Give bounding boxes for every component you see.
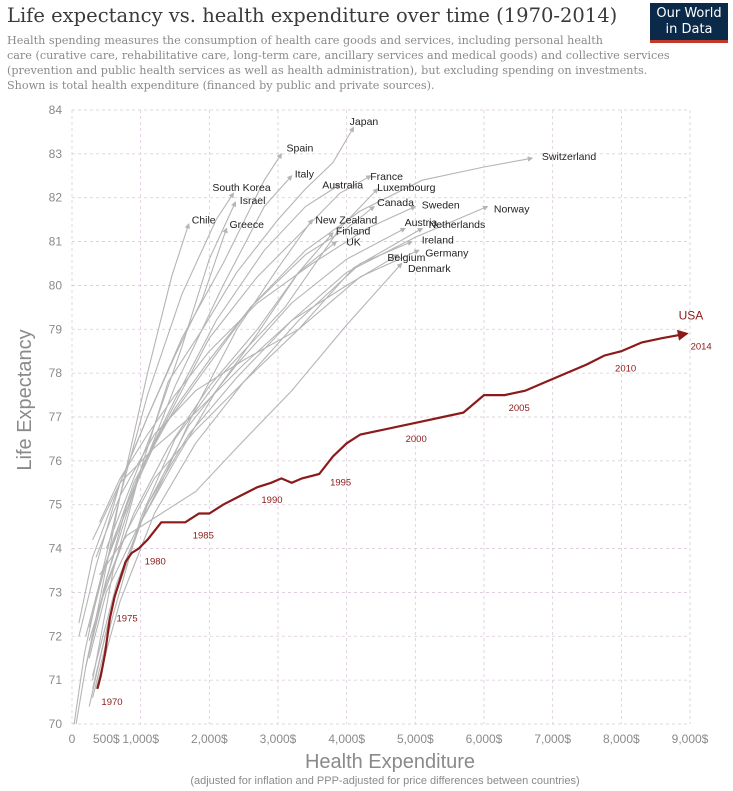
chart-subtitle: Health spending measures the consumption…: [7, 33, 670, 93]
country-label-denmark: Denmark: [408, 263, 451, 275]
subtitle-line: (prevention and public health services a…: [7, 64, 648, 77]
country-label-australia: Australia: [322, 180, 363, 192]
logo-line-2: in Data: [665, 22, 713, 37]
country-label-ireland: Ireland: [422, 234, 454, 246]
country-label-luxembourg: Luxembourg: [377, 182, 436, 194]
usa-year-label: 2014: [691, 342, 712, 353]
series-line-israel: [105, 201, 237, 549]
x-tick-label: 6,000$: [466, 732, 503, 746]
series-line-canada: [92, 205, 375, 611]
country-label-italy: Italy: [295, 169, 315, 181]
y-tick-label: 76: [49, 454, 63, 468]
series-line-japan: [87, 126, 355, 659]
country-label-uk: UK: [346, 237, 361, 249]
series-line-greece: [78, 227, 228, 624]
series-line-switzerland: [102, 156, 534, 593]
x-tick-label: 9,000$: [672, 732, 709, 746]
country-label-norway: Norway: [494, 204, 530, 216]
y-tick-label: 74: [49, 542, 63, 556]
x-tick-labels: 0 500$ 1,000$ 2,000$ 3,000$ 4,000$ 5,000$ 6,000…: [69, 732, 709, 746]
x-tick-label: 3,000$: [260, 732, 297, 746]
series-line-luxembourg: [92, 188, 379, 698]
y-tick-label: 84: [49, 103, 63, 117]
usa-year-label: 1995: [330, 478, 351, 489]
usa-label: USA: [679, 309, 704, 323]
x-tick-label: 1,000$: [122, 732, 159, 746]
y-tick-label: 72: [49, 629, 63, 643]
y-tick-label: 71: [49, 673, 63, 687]
y-tick-label: 83: [49, 147, 63, 161]
series-line-sweden: [99, 205, 417, 523]
country-label-france: France: [370, 171, 403, 183]
country-label-finland: Finland: [336, 226, 371, 238]
x-tick-label: 500$: [93, 732, 120, 746]
subtitle-line: Shown is total health expenditure (finan…: [7, 79, 435, 92]
y-tick-labels: 70 71 72 73 74 75 76 77 78 79 80 81 82 83 84: [49, 103, 63, 731]
x-tick-label: 2,000$: [191, 732, 228, 746]
country-label-israel: Israel: [240, 195, 266, 207]
logo-line-1: Our World: [656, 6, 722, 21]
series-line-italy: [85, 174, 293, 637]
country-label-chile: Chile: [192, 215, 216, 227]
y-tick-label: 80: [49, 278, 63, 292]
series-line-norway: [92, 205, 489, 541]
series-line-france: [88, 175, 372, 628]
y-tick-label: 79: [49, 322, 63, 336]
y-tick-label: 78: [49, 366, 63, 380]
y-tick-label: 75: [49, 498, 63, 512]
y-axis-label: Life Expectancy: [14, 329, 36, 470]
x-tick-label: 5,000$: [397, 732, 434, 746]
country-label-greece: Greece: [230, 219, 265, 231]
series-line-denmark: [99, 262, 403, 576]
usa-series: USA 1970 1975 1980 1985 1990 1995 2000 2005 2010 2…: [96, 309, 712, 708]
x-tick-label: 8,000$: [603, 732, 640, 746]
country-label-germany: Germany: [425, 248, 469, 260]
series-line-south-korea: [73, 192, 235, 725]
y-tick-label: 70: [49, 717, 63, 731]
chart-title: Life expectancy vs. health expenditure o…: [7, 4, 618, 27]
series-line-uk: [88, 240, 338, 641]
x-axis-note: (adjusted for inflation and PPP-adjusted…: [190, 775, 579, 787]
x-tick-label: 4,000$: [328, 732, 365, 746]
y-tick-label: 77: [49, 410, 63, 424]
usa-year-label: 1980: [145, 557, 166, 568]
series-line-ireland: [85, 240, 413, 668]
country-label-spain: Spain: [286, 142, 313, 154]
owid-logo[interactable]: Our World in Data: [650, 3, 728, 43]
usa-year-label: 1970: [101, 697, 122, 708]
usa-year-label: 1990: [261, 495, 282, 506]
subtitle-line: care (curative care, rehabilitative care…: [7, 49, 670, 62]
country-label-netherlands: Netherlands: [429, 219, 486, 231]
country-label-belgium: Belgium: [387, 252, 425, 264]
x-tick-label: 0: [69, 732, 76, 746]
subtitle-line: Health spending measures the consumption…: [7, 34, 603, 47]
series-line-germany: [95, 249, 420, 690]
country-label-new-zealand: New Zealand: [315, 215, 377, 227]
y-tick-label: 73: [49, 585, 63, 599]
country-label-japan: Japan: [350, 116, 379, 128]
x-tick-label: 7,000$: [534, 732, 571, 746]
country-lines: [73, 126, 534, 725]
usa-year-label: 2005: [509, 403, 530, 414]
x-axis-label: Health Expenditure: [305, 751, 475, 773]
country-label-canada: Canada: [377, 197, 414, 209]
usa-year-label: 2000: [406, 434, 427, 445]
y-tick-label: 81: [49, 235, 63, 249]
usa-year-label: 1985: [193, 530, 214, 541]
usa-year-label: 1975: [117, 614, 138, 625]
series-line-usa: [96, 329, 689, 690]
country-label-switzerland: Switzerland: [542, 151, 596, 163]
country-label-austria: Austria: [405, 217, 438, 229]
usa-year-label: 2010: [615, 364, 636, 375]
country-label-sweden: Sweden: [422, 199, 460, 211]
y-tick-label: 82: [49, 191, 63, 205]
country-label-south-korea: South Korea: [212, 182, 271, 194]
